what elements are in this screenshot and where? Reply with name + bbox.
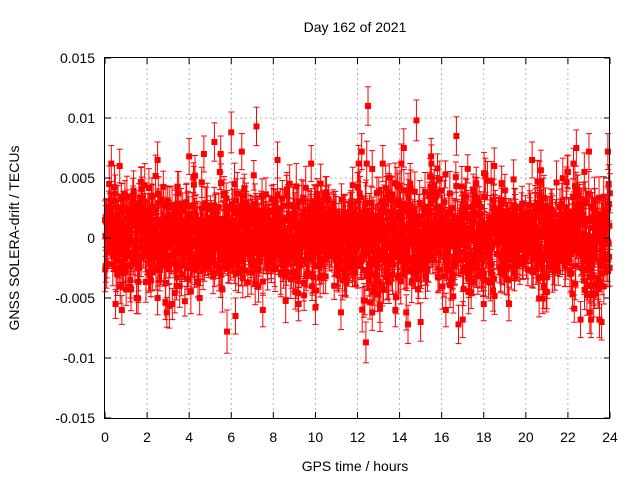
data-point-marker (198, 179, 205, 186)
data-point-marker (178, 200, 185, 207)
data-point-marker (172, 258, 179, 265)
data-point (175, 170, 182, 216)
data-point-marker (217, 180, 224, 187)
data-point-marker (139, 201, 146, 208)
data-point-marker (144, 209, 151, 216)
data-point-marker (192, 172, 199, 179)
data-point-marker (158, 196, 165, 203)
data-point-marker (162, 203, 169, 210)
data-point-marker (147, 277, 154, 284)
data-point-marker (157, 262, 164, 269)
data-point-marker (145, 185, 152, 192)
data-point-marker (109, 238, 116, 245)
data-point-marker (148, 193, 155, 200)
data-point-marker (193, 227, 200, 234)
data-point-marker (163, 309, 170, 316)
data-point-marker (146, 216, 153, 223)
data-point-marker (162, 279, 169, 286)
data-point (123, 273, 130, 306)
data-point-marker (131, 210, 138, 217)
data-point-marker (161, 218, 168, 225)
data-point-marker (114, 271, 121, 278)
data-point-marker (191, 216, 198, 223)
data-point-marker (302, 184, 309, 191)
data-point-marker (189, 210, 196, 217)
data-point-marker (223, 195, 230, 202)
data-point-marker (175, 190, 182, 197)
data-point-marker (149, 269, 156, 276)
data-point (163, 297, 170, 328)
data-point-marker (176, 282, 183, 289)
data-point-marker (114, 234, 121, 241)
data-point-marker (152, 208, 159, 215)
data-point-marker (244, 279, 251, 286)
data-point-marker (154, 200, 161, 207)
data-point-marker (173, 206, 180, 213)
data-point-marker (187, 288, 194, 295)
data-point-marker (171, 290, 178, 297)
data-point-marker (103, 213, 110, 220)
data-point-marker (138, 194, 145, 201)
data-point-marker (142, 279, 149, 286)
data-point-marker (138, 254, 145, 261)
data-point-marker (110, 197, 117, 204)
data-point-marker (155, 190, 162, 197)
data-point-marker (322, 273, 329, 280)
data-point-marker (314, 191, 321, 198)
data-point (192, 155, 199, 197)
data-point-marker (169, 204, 176, 211)
data-point-marker (250, 172, 257, 179)
data-point-marker (183, 199, 190, 206)
data-point-marker (147, 272, 154, 279)
data-point-marker (130, 255, 137, 262)
data-point-marker (215, 204, 222, 211)
data-point-marker (189, 236, 196, 243)
data-point-marker (118, 193, 125, 200)
data-point-marker (168, 230, 175, 237)
data-point-marker (286, 180, 293, 187)
data-point-marker (173, 221, 180, 228)
data-point-marker (262, 191, 269, 198)
data-point-marker (103, 260, 110, 267)
data-point-marker (231, 181, 238, 188)
data-point-marker (117, 283, 124, 290)
data-layer (102, 86, 613, 364)
data-point-marker (174, 274, 181, 281)
data-point-marker (291, 210, 298, 217)
data-point-marker (119, 233, 126, 240)
data-point-marker (114, 239, 121, 246)
data-point-marker (152, 228, 159, 235)
data-point-marker (195, 279, 202, 286)
data-point-marker (122, 269, 129, 276)
data-point-marker (283, 268, 290, 275)
data-point-marker (150, 203, 157, 210)
data-point (181, 285, 188, 317)
data-point-marker (150, 254, 157, 261)
data-point-marker (165, 266, 172, 273)
data-point-marker (188, 263, 195, 270)
data-point-marker (140, 243, 147, 250)
data-point-marker (109, 261, 116, 268)
data-point-marker (181, 298, 188, 305)
data-point-marker (174, 200, 181, 207)
data-point-marker (111, 249, 118, 256)
data-point-marker (136, 201, 143, 208)
data-point-marker (141, 182, 148, 189)
data-point-marker (111, 184, 118, 191)
data-point-marker (136, 264, 143, 271)
data-point-marker (158, 256, 165, 263)
data-point-marker (301, 292, 308, 299)
data-point-marker (121, 247, 128, 254)
data-point-marker (190, 181, 197, 188)
data-point (250, 160, 257, 191)
data-point-marker (128, 286, 135, 293)
data-point-marker (138, 185, 145, 192)
data-point-marker (123, 286, 130, 293)
data-point-marker (219, 286, 226, 293)
data-point-marker (112, 190, 119, 197)
data-point-marker (174, 183, 181, 190)
